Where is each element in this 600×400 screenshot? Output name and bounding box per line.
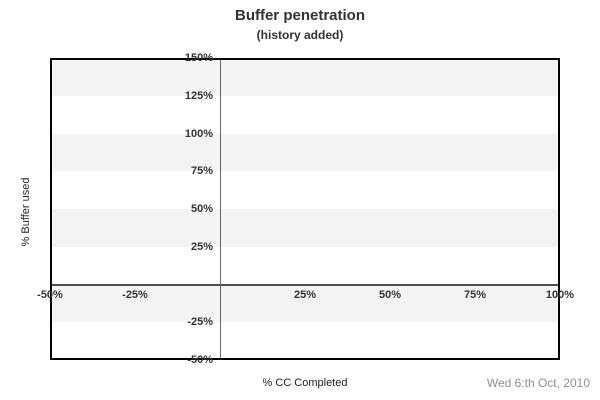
plot-stripe xyxy=(50,209,560,247)
y-tick-label: 125% xyxy=(184,90,213,102)
y-tick-label: 75% xyxy=(190,165,213,177)
plot-stripe xyxy=(50,133,560,172)
y-tick-label: -25% xyxy=(187,316,213,328)
y-tick-label: 25% xyxy=(190,241,213,253)
chart-title: Buffer penetration xyxy=(234,7,365,24)
x-axis-title: % CC Completed xyxy=(262,377,348,389)
x-tick-label: -25% xyxy=(122,289,148,301)
y-tick-label: 50% xyxy=(190,203,213,215)
y-axis-title: % Buffer used xyxy=(20,177,32,247)
y-tick-label: 100% xyxy=(184,128,213,140)
x-axis-zero-line xyxy=(50,284,560,286)
y-axis-zero-line xyxy=(220,58,221,360)
chart-subtitle: (history added) xyxy=(256,28,344,42)
x-tick-label: 50% xyxy=(378,289,402,301)
x-tick-label: 75% xyxy=(463,289,487,301)
y-tick-label: 150% xyxy=(184,52,213,64)
plot-stripe xyxy=(50,284,560,323)
x-tick-label: 25% xyxy=(293,289,317,301)
x-tick-label: 100% xyxy=(545,289,575,301)
x-tick-label: -50% xyxy=(37,289,63,301)
y-tick-label: -50% xyxy=(187,354,213,366)
chart-date-annotation: Wed 6:th Oct, 2010 xyxy=(486,376,590,390)
plot-stripe xyxy=(50,58,560,96)
